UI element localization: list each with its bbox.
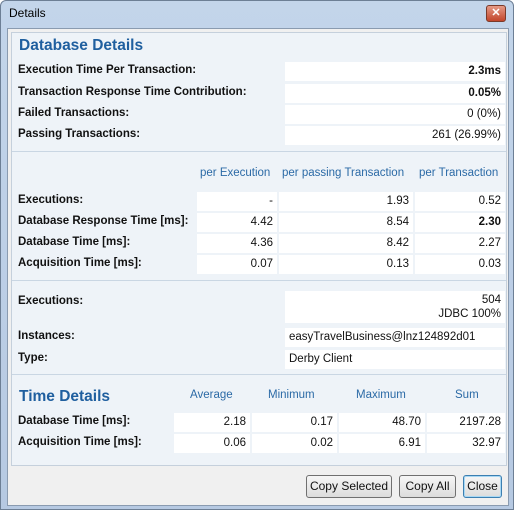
title-bar[interactable]: Details ✕ — [1, 1, 513, 25]
executions-breakdown: JDBC 100% — [438, 308, 501, 320]
divider — [12, 374, 506, 375]
metric-label: Executions: — [18, 194, 84, 206]
time-metric-value: 48.70 — [339, 413, 425, 432]
time-metric-value: 6.91 — [339, 434, 425, 453]
metric-label: Acquisition Time [ms]: — [18, 257, 142, 269]
metric-value: 4.42 — [197, 213, 277, 232]
metric-value: 4.36 — [197, 234, 277, 253]
database-details-heading: Database Details — [19, 37, 144, 54]
metric-value: - — [197, 192, 277, 211]
summary-label: Passing Transactions: — [18, 128, 141, 140]
executions-count: 504 — [481, 294, 501, 306]
time-metric-value: 2197.28 — [427, 413, 505, 432]
executions-label: Executions: — [18, 295, 84, 307]
summary-value: 2.3ms — [285, 62, 505, 81]
metric-value: 2.27 — [415, 234, 505, 253]
column-header: per Execution — [200, 167, 271, 179]
executions-value: 504 JDBC 100% — [285, 291, 505, 323]
metric-label: Database Response Time [ms]: — [18, 215, 189, 227]
type-label: Type: — [18, 352, 48, 364]
instances-label: Instances: — [18, 330, 75, 342]
column-header: Minimum — [268, 389, 315, 401]
time-details-heading: Time Details — [19, 388, 111, 405]
time-metric-value: 0.17 — [252, 413, 337, 432]
column-header: per passing Transaction — [282, 167, 405, 179]
time-metric-value: 0.06 — [174, 434, 250, 453]
metric-value: 8.42 — [279, 234, 413, 253]
metric-value: 0.07 — [197, 255, 277, 274]
metric-value: 0.03 — [415, 255, 505, 274]
copy-all-button[interactable]: Copy All — [399, 475, 456, 498]
time-metric-value: 32.97 — [427, 434, 505, 453]
summary-label: Failed Transactions: — [18, 107, 130, 119]
time-metric-value: 0.02 — [252, 434, 337, 453]
type-value: Derby Client — [285, 350, 505, 369]
instances-value: easyTravelBusiness@lnz124892d01 — [285, 328, 505, 347]
summary-label: Execution Time Per Transaction: — [18, 64, 197, 76]
column-header: per Transaction — [419, 167, 499, 179]
details-panel: Database Details Execution Time Per Tran… — [11, 32, 507, 466]
metric-value: 0.13 — [279, 255, 413, 274]
summary-label: Transaction Response Time Contribution: — [18, 86, 247, 98]
metric-value: 2.30 — [415, 213, 505, 232]
time-metric-label: Acquisition Time [ms]: — [18, 436, 142, 448]
window-title: Details — [9, 6, 46, 20]
metric-value: 8.54 — [279, 213, 413, 232]
metric-value: 0.52 — [415, 192, 505, 211]
close-button[interactable]: Close — [463, 475, 502, 498]
summary-value: 0.05% — [285, 84, 505, 103]
close-icon[interactable]: ✕ — [486, 5, 506, 22]
column-header: Sum — [455, 389, 479, 401]
metric-label: Database Time [ms]: — [18, 236, 131, 248]
metric-value: 1.93 — [279, 192, 413, 211]
copy-selected-button[interactable]: Copy Selected — [306, 475, 392, 498]
divider — [12, 280, 506, 281]
summary-value: 0 (0%) — [285, 105, 505, 124]
summary-value: 261 (26.99%) — [285, 126, 505, 145]
time-metric-value: 2.18 — [174, 413, 250, 432]
client-area: Database Details Execution Time Per Tran… — [7, 28, 509, 506]
divider — [12, 151, 506, 152]
column-header: Maximum — [356, 389, 406, 401]
column-header: Average — [190, 389, 233, 401]
time-metric-label: Database Time [ms]: — [18, 415, 131, 427]
